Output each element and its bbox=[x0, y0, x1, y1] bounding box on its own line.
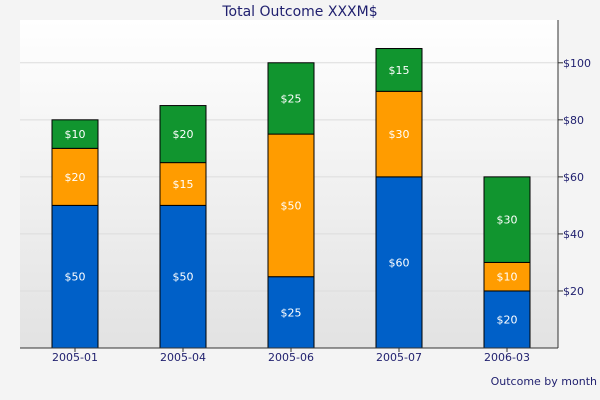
bar-value-label: $50 bbox=[173, 271, 194, 284]
bars bbox=[51, 48, 531, 349]
x-tick-label: 2005-04 bbox=[160, 351, 206, 364]
bar-segment bbox=[267, 62, 315, 135]
y-tick-label: $100 bbox=[563, 57, 591, 70]
bar-value-label: $30 bbox=[389, 128, 410, 141]
bar-segment bbox=[375, 48, 423, 92]
data-labels: $50 $20 $10 $50 $15 $20 $25 $50 $25 $60 $30 $15 $20 $… bbox=[65, 64, 518, 327]
bar-segment bbox=[483, 176, 531, 263]
y-axis: $20 $40 $60 $80 $100 bbox=[558, 57, 591, 298]
bar-segment bbox=[51, 204, 99, 349]
bar-segment bbox=[159, 105, 207, 164]
bar-segment bbox=[159, 204, 207, 349]
bar-value-label: $60 bbox=[389, 256, 410, 269]
x-tick-label: 2005-01 bbox=[52, 351, 98, 364]
x-axis-title: Outcome by month bbox=[491, 375, 597, 388]
y-tick-label: $60 bbox=[563, 171, 584, 184]
bar-value-label: $20 bbox=[65, 171, 86, 184]
bar-value-label: $20 bbox=[497, 313, 518, 326]
bar-value-label: $10 bbox=[497, 271, 518, 284]
chart-title: Total Outcome XXXM$ bbox=[221, 4, 377, 20]
bar-value-label: $25 bbox=[281, 306, 302, 319]
y-tick-label: $20 bbox=[563, 285, 584, 298]
x-tick-label: 2005-07 bbox=[376, 351, 422, 364]
bar-value-label: $25 bbox=[281, 92, 302, 105]
bar-segment bbox=[267, 133, 315, 278]
bar-value-label: $20 bbox=[173, 128, 194, 141]
x-axis: 2005-01 2005-04 2005-06 2005-07 2006-03 bbox=[52, 348, 530, 364]
bar-value-label: $15 bbox=[173, 178, 194, 191]
x-tick-label: 2005-06 bbox=[268, 351, 314, 364]
bar-value-label: $50 bbox=[65, 271, 86, 284]
x-tick-label: 2006-03 bbox=[484, 351, 530, 364]
bar-value-label: $15 bbox=[389, 64, 410, 77]
bar-segment bbox=[51, 119, 99, 149]
bar-segment bbox=[375, 90, 423, 178]
y-tick-label: $80 bbox=[563, 114, 584, 127]
bar-segment bbox=[159, 162, 207, 206]
bar-value-label: $30 bbox=[497, 214, 518, 227]
bar-segment bbox=[375, 176, 423, 349]
bar-value-label: $10 bbox=[65, 128, 86, 141]
bar-value-label: $50 bbox=[281, 199, 302, 212]
y-tick-label: $40 bbox=[563, 228, 584, 241]
bar-segment bbox=[51, 147, 99, 206]
